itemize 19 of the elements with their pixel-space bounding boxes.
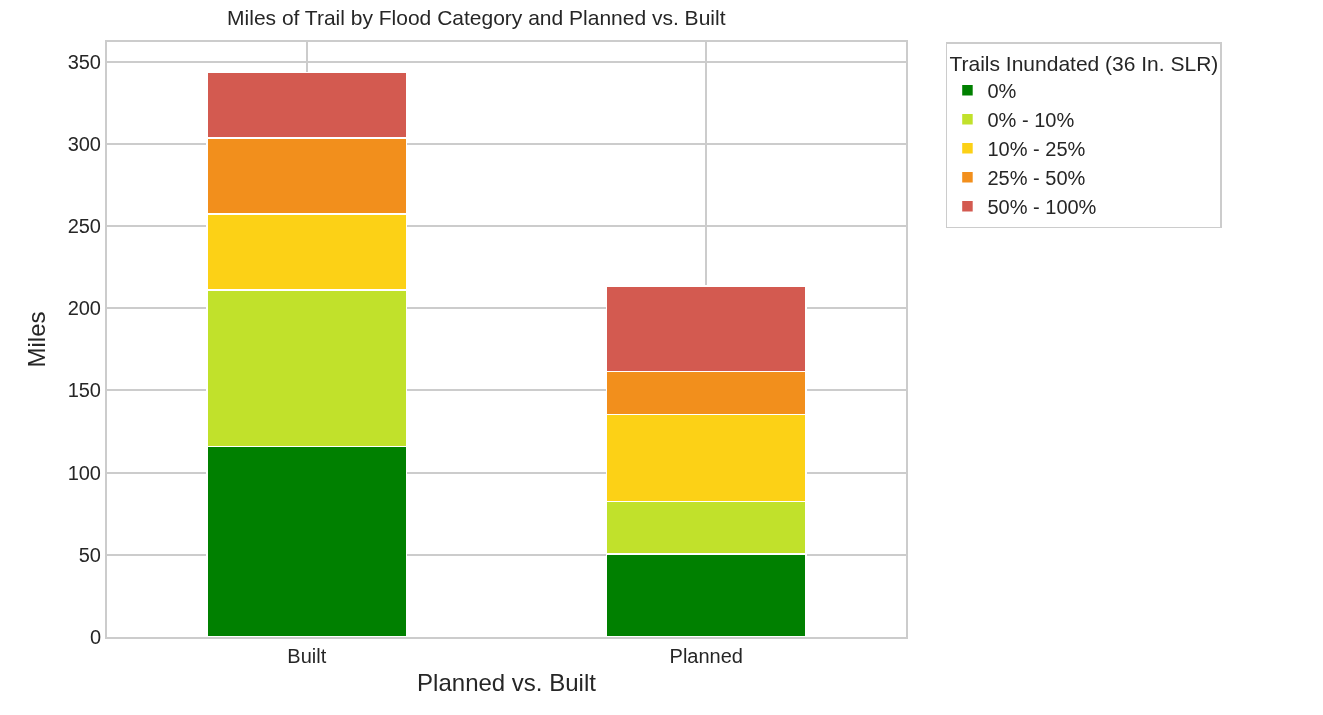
legend-label: 0% - 10%	[987, 109, 1075, 132]
x-tick-label: Planned	[669, 645, 743, 667]
y-tick-label: 250	[67, 215, 101, 238]
y-tick-label: 300	[67, 132, 101, 155]
x-tick-label: Built	[287, 645, 327, 667]
chart-title: Miles of Trail by Flood Category and Planned vs. Built	[227, 6, 726, 30]
legend-label: 50% - 100%	[987, 196, 1097, 219]
y-tick-label: 100	[67, 461, 101, 484]
x-axis-title: Planned vs. Built	[417, 668, 597, 696]
legend-label: 10% - 25%	[987, 138, 1086, 161]
y-tick-label: 350	[67, 50, 101, 73]
y-tick-label: 0	[89, 626, 101, 648]
y-tick-label: 150	[67, 379, 101, 402]
y-axis-title: Miles	[23, 311, 51, 368]
y-tick-label: 200	[67, 297, 101, 320]
y-tick-label: 50	[78, 543, 101, 566]
legend-title: Trails Inundated (36 In. SLR)	[949, 51, 1219, 75]
legend-label: 0%	[987, 80, 1017, 103]
legend-label: 25% - 50%	[987, 167, 1086, 190]
